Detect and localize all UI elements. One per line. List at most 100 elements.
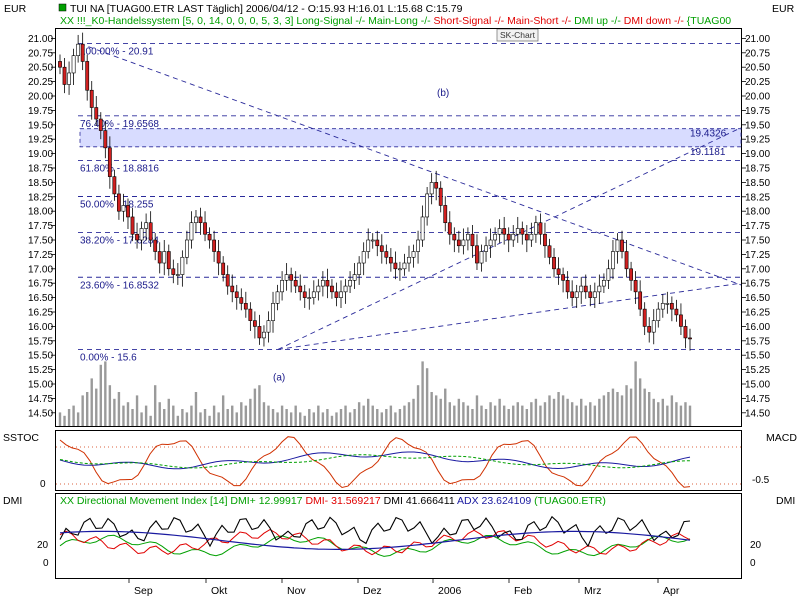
dmi-tick-0-left: 0	[43, 558, 49, 569]
candle-body	[85, 61, 90, 91]
trendline-downtrend	[79, 43, 742, 286]
candle-body	[379, 245, 384, 252]
candle-body	[524, 233, 529, 241]
volume-bar	[607, 392, 610, 426]
candle-body	[130, 216, 135, 235]
volume-bar	[552, 398, 556, 426]
candle-body	[144, 222, 149, 229]
candle-body	[139, 228, 144, 241]
candle-body	[443, 205, 448, 224]
volume-bar	[444, 388, 447, 426]
y-tick-left-18: 16.50	[28, 293, 53, 304]
candle-body	[629, 268, 633, 281]
volume-bar	[466, 405, 470, 426]
volume-bar	[153, 385, 157, 426]
candle-body	[162, 251, 167, 264]
candle-body	[452, 233, 457, 241]
candle-body	[606, 268, 611, 281]
volume-bar	[471, 409, 474, 426]
volume-bar	[221, 395, 225, 426]
candle-body	[107, 147, 112, 177]
x-tick-label-0: Sep	[134, 585, 153, 597]
volume-bar	[661, 398, 665, 426]
resistance-zone	[79, 128, 742, 148]
candle-body	[538, 222, 543, 235]
candle-body	[597, 285, 602, 293]
sk-chart-label[interactable]: SK-Chart	[500, 30, 536, 40]
candle-body	[171, 268, 176, 275]
volume-bar	[85, 392, 89, 426]
volume-bar	[303, 415, 306, 426]
candle-body	[533, 222, 538, 235]
candlesticks	[58, 32, 692, 351]
volume-bar	[657, 402, 660, 426]
volume-bar	[122, 405, 125, 426]
dmi-tick-0-right: 0	[750, 558, 756, 569]
candle-body	[674, 308, 679, 316]
candle-body	[520, 228, 525, 235]
candle-body	[271, 303, 275, 321]
candle-body	[62, 66, 67, 85]
volume-bar	[312, 412, 316, 426]
candle-body	[334, 291, 339, 298]
volume-bar	[367, 398, 370, 426]
volume-bar	[539, 405, 542, 426]
volume-bar	[439, 398, 442, 426]
volume-bar	[507, 409, 510, 426]
volume-bar	[321, 412, 325, 426]
volume-bar	[353, 409, 356, 426]
candle-body	[561, 274, 565, 281]
price-axis: 21.00 21.00 20.75 20.75 20.50 20.50 20.25 20.25…	[28, 34, 770, 419]
volume-bar	[512, 405, 515, 426]
candle-body	[284, 274, 289, 281]
y-tick-right-0: 21.00	[745, 34, 770, 45]
y-tick-left-22: 15.50	[28, 351, 53, 362]
candle-body	[588, 291, 593, 298]
macd-line	[59, 451, 691, 470]
candle-body	[633, 280, 638, 293]
volume-bar	[335, 412, 338, 426]
candle-body	[175, 274, 180, 276]
volume-bar	[629, 388, 633, 426]
candle-body	[688, 337, 692, 340]
volume-bars	[58, 361, 692, 426]
volume-bar	[339, 409, 343, 426]
candle-body	[293, 280, 298, 287]
volume-bar	[167, 398, 170, 426]
volume-bar	[276, 412, 279, 426]
y-tick-right-8: 19.00	[745, 149, 770, 160]
volume-bar	[403, 405, 406, 426]
macd-tick-neg05: -0.5	[752, 475, 770, 486]
candle-body	[556, 268, 561, 275]
candle-body	[257, 326, 262, 339]
volume-bar	[90, 378, 93, 426]
volume-bar	[190, 405, 193, 426]
volume-bar	[670, 395, 674, 426]
volume-bar	[326, 409, 329, 426]
candle-body	[112, 176, 117, 195]
candle-body	[248, 308, 253, 321]
candle-body	[339, 291, 343, 298]
candle-body	[669, 303, 674, 310]
candle-body	[479, 251, 484, 264]
candle-body	[58, 61, 62, 68]
candle-body	[252, 320, 257, 327]
fib-label-4: 38.20% - 17.6284	[80, 236, 159, 247]
adx-line	[59, 530, 691, 551]
candle-body	[262, 331, 266, 339]
volume-bar	[76, 412, 80, 426]
candle-body	[325, 280, 330, 287]
dmi-label-left: DMI	[3, 495, 22, 507]
volume-bar	[371, 405, 374, 426]
y-tick-right-24: 15.00	[745, 380, 770, 391]
candle-body	[565, 280, 570, 293]
right-unit-label: EUR	[772, 3, 795, 15]
candle-body	[98, 118, 103, 131]
volume-bar	[149, 415, 152, 426]
candle-body	[89, 89, 94, 108]
y-tick-right-14: 17.50	[745, 236, 770, 247]
candle-body	[461, 239, 466, 247]
volume-bar	[135, 395, 139, 426]
dmi-panel-frame	[55, 493, 742, 579]
volume-bar	[679, 405, 683, 426]
